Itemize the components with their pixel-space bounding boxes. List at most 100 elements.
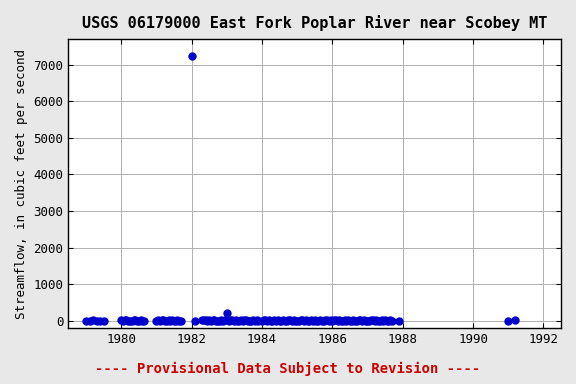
Point [201, 317, 210, 323]
Point [388, 318, 397, 324]
Point [289, 318, 298, 324]
Point [96, 318, 105, 324]
Point [361, 318, 370, 324]
Point [264, 318, 274, 324]
Point [345, 318, 354, 324]
Point [210, 317, 219, 323]
Point [126, 318, 135, 324]
Point [282, 318, 291, 324]
Point [386, 318, 395, 324]
Point [85, 318, 94, 324]
Point [198, 317, 207, 323]
Point [294, 318, 304, 324]
Point [132, 318, 142, 324]
Point [164, 317, 173, 323]
Point [245, 318, 254, 324]
Point [124, 318, 133, 324]
Point [305, 318, 314, 324]
Point [365, 318, 374, 324]
Point [373, 318, 382, 324]
Point [203, 318, 212, 324]
Point [313, 318, 323, 324]
Point [366, 318, 376, 324]
Point [221, 318, 230, 324]
Point [266, 318, 275, 324]
Point [171, 318, 180, 324]
Point [395, 318, 404, 324]
Point [349, 318, 358, 324]
Point [122, 317, 131, 323]
Point [154, 318, 163, 324]
Point [270, 317, 279, 323]
Point [228, 318, 237, 324]
Point [338, 318, 347, 324]
Point [358, 318, 367, 324]
Point [354, 318, 363, 324]
Point [248, 318, 257, 324]
Point [231, 318, 240, 324]
Point [208, 318, 217, 324]
Point [261, 317, 270, 323]
Point [139, 318, 149, 324]
Point [129, 318, 138, 324]
Point [240, 318, 249, 324]
Point [176, 318, 185, 324]
Point [356, 317, 365, 323]
Point [271, 318, 281, 324]
Point [340, 317, 349, 323]
Point [363, 318, 372, 324]
Point [321, 318, 330, 324]
Point [317, 318, 327, 324]
Point [310, 318, 319, 324]
Y-axis label: Streamflow, in cubic feet per second: Streamflow, in cubic feet per second [15, 49, 28, 319]
Point [241, 317, 251, 323]
Point [336, 318, 346, 324]
Point [312, 318, 321, 324]
Point [151, 318, 161, 324]
Point [118, 318, 127, 324]
Point [370, 318, 379, 324]
Point [316, 318, 325, 324]
Point [326, 318, 335, 324]
Point [286, 317, 295, 323]
Point [335, 318, 344, 324]
Point [161, 318, 170, 324]
Point [257, 318, 267, 324]
Point [191, 318, 200, 324]
Point [280, 318, 289, 324]
Point [298, 317, 307, 323]
Point [278, 318, 287, 324]
Point [375, 318, 384, 324]
Point [247, 318, 256, 324]
Point [157, 318, 166, 324]
Point [136, 318, 145, 324]
Point [268, 318, 277, 324]
Point [381, 318, 390, 324]
Point [206, 318, 215, 324]
Point [138, 318, 147, 324]
Point [382, 318, 392, 324]
Point [300, 318, 309, 324]
Point [342, 318, 351, 324]
Point [303, 318, 312, 324]
Point [238, 318, 247, 324]
Point [219, 318, 228, 324]
Point [384, 318, 393, 324]
Point [273, 318, 282, 324]
Point [159, 317, 168, 323]
Point [276, 318, 286, 324]
Point [175, 318, 184, 324]
Point [275, 318, 284, 324]
Point [226, 317, 235, 323]
Point [213, 318, 222, 324]
Point [236, 317, 245, 323]
Point [162, 318, 172, 324]
Title: USGS 06179000 East Fork Poplar River near Scobey MT: USGS 06179000 East Fork Poplar River nea… [82, 15, 547, 31]
Point [263, 318, 272, 324]
Point [324, 318, 334, 324]
Point [259, 318, 268, 324]
Point [372, 318, 381, 324]
Point [187, 53, 196, 59]
Point [222, 310, 232, 316]
Point [81, 318, 90, 324]
